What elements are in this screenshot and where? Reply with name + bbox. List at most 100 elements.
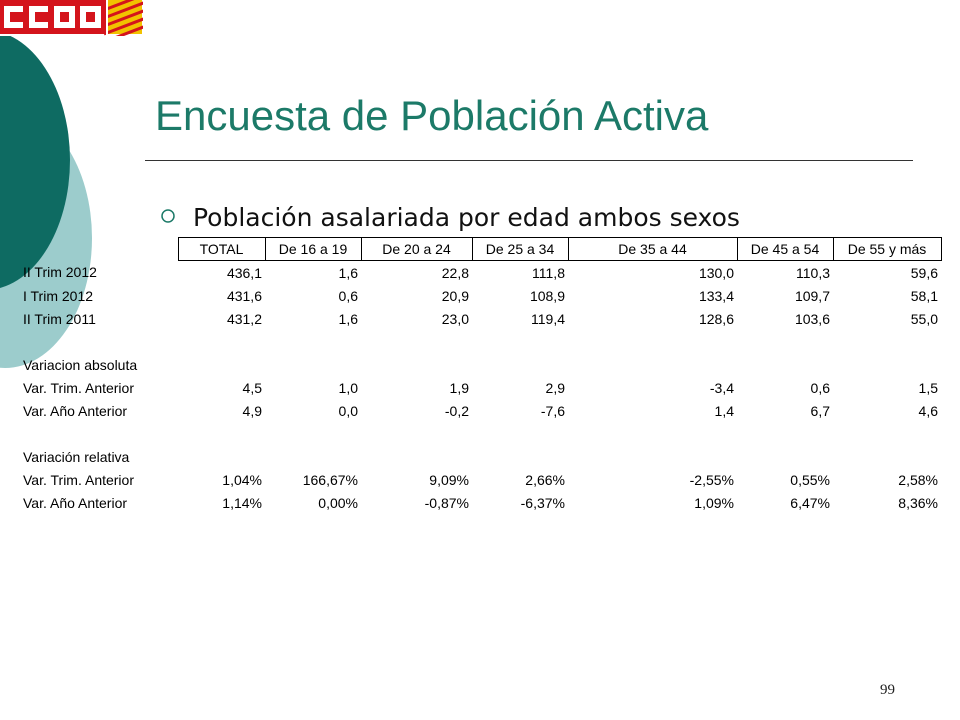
col-header: De 25 a 34 [471,237,569,261]
table-row [20,422,941,445]
table-row: Var. Año Anterior 4,9 0,0 -0,2 -7,6 1,4 6,7 4,6 [20,399,941,422]
row-label: Var. Trim. Anterior [23,471,134,488]
col-header: TOTAL [177,237,266,261]
table-cell [568,422,737,445]
table-cell [178,353,265,376]
table-cell: 431,6 [226,287,262,304]
table-cell: -2,55% [689,471,734,488]
table-cell [361,445,472,468]
subtitle: Población asalariada por edad ambos sexo… [193,203,740,232]
table-cell [178,422,265,445]
row-label [20,422,178,445]
table-cell [265,445,361,468]
col-header: De 45 a 54 [736,237,834,261]
col-header: De 20 a 24 [360,237,473,261]
table-cell [361,353,472,376]
table-cell: 59,6 [910,264,938,281]
table-cell [833,445,941,468]
table-cell: 23,0 [441,310,469,327]
table-cell: 58,1 [910,287,938,304]
table-cell: 22,8 [441,264,469,281]
ccoo-logo [0,0,147,44]
table-cell [472,330,568,353]
table-cell: 2,9 [545,379,565,396]
table-cell: 1,6 [338,310,358,327]
table-row: Variación relativa [20,445,941,468]
table-cell: 6,47% [790,494,830,511]
table-cell: -6,37% [520,494,565,511]
table-cell: 0,6 [338,287,358,304]
table-cell: -3,4 [709,379,734,396]
table-cell: 166,67% [302,471,358,488]
table-row: I Trim 2012 431,6 0,6 20,9 108,9 133,4 109,7 58… [20,284,941,307]
table-cell: 431,2 [226,310,262,327]
table-cell: 103,6 [794,310,830,327]
table-cell: 2,58% [898,471,938,488]
table-cell: 110,3 [796,264,830,281]
row-label: Var. Trim. Anterior [23,379,134,396]
table-cell: 9,09% [429,471,469,488]
table-cell: 20,9 [441,287,469,304]
table-cell: 108,9 [529,287,565,304]
table-cell: 1,6 [338,264,358,281]
table-cell: 0,0 [338,402,358,419]
col-header: De 55 y más [832,237,942,261]
table-cell [361,330,472,353]
table-cell: 128,6 [698,310,734,327]
table-cell [472,422,568,445]
table-cell: 0,55% [790,471,830,488]
page-title: Encuesta de Población Activa [155,92,709,139]
table-cell: 4,9 [242,402,262,419]
table-cell: 133,4 [698,287,734,304]
table-cell [265,330,361,353]
table-row: Var. Trim. Anterior 4,5 1,0 1,9 2,9 -3,4 0,6 1,… [20,376,941,399]
table-cell: 436,1 [226,264,262,281]
table-cell: 109,7 [794,287,830,304]
table-cell [737,445,833,468]
table-row [20,330,941,353]
table-cell: -7,6 [540,402,565,419]
col-header: De 35 a 44 [567,237,738,261]
table-cell: 111,8 [532,264,565,281]
table-cell: 1,04% [222,471,262,488]
table-cell [737,422,833,445]
table-header-row: TOTAL De 16 a 19 De 20 a 24 De 25 a 34 D… [20,237,942,261]
row-label: Variacion absoluta [23,356,138,373]
table-cell [737,330,833,353]
row-label: Variación relativa [23,448,130,465]
table-cell [568,445,737,468]
table-cell: 1,9 [449,379,469,396]
table-cell [265,422,361,445]
col-header: De 16 a 19 [264,237,362,261]
table-row: Variacion absoluta [20,353,941,376]
title-divider [145,160,913,161]
table-cell: 119,4 [531,310,565,327]
table-cell: 130,0 [698,264,734,281]
data-table: TOTAL De 16 a 19 De 20 a 24 De 25 a 34 D… [20,237,942,514]
table-cell: 0,00% [318,494,358,511]
table-cell: 6,7 [810,402,830,419]
circle-bullet-icon [161,209,175,223]
row-label: I Trim 2012 [23,287,94,304]
table-row: Var. Trim. Anterior 1,04% 166,67% 9,09% 2,66… [20,468,941,491]
table-row: II Trim 2012 436,1 1,6 22,8 111,8 130,0 110,3 5… [20,261,941,285]
table-cell: -0,2 [444,402,469,419]
table-row: II Trim 2011 431,2 1,6 23,0 119,4 128,6 103,6 5… [20,307,941,330]
header-blank-cell [20,238,178,261]
table-cell: 1,4 [714,402,734,419]
table-cell [361,422,472,445]
table-cell [178,445,265,468]
table-cell: 1,5 [918,379,938,396]
table-cell [568,330,737,353]
table-cell [568,353,737,376]
table-cell [737,353,833,376]
row-label: II Trim 2012 [23,264,97,281]
table-cell [265,353,361,376]
table-cell [833,353,941,376]
row-label: II Trim 2011 [23,310,96,327]
table-cell: 1,0 [338,379,358,396]
table-cell [178,330,265,353]
table-cell: 1,09% [694,494,734,511]
table-cell: 1,14% [222,494,262,511]
table-cell: 8,36% [898,494,938,511]
